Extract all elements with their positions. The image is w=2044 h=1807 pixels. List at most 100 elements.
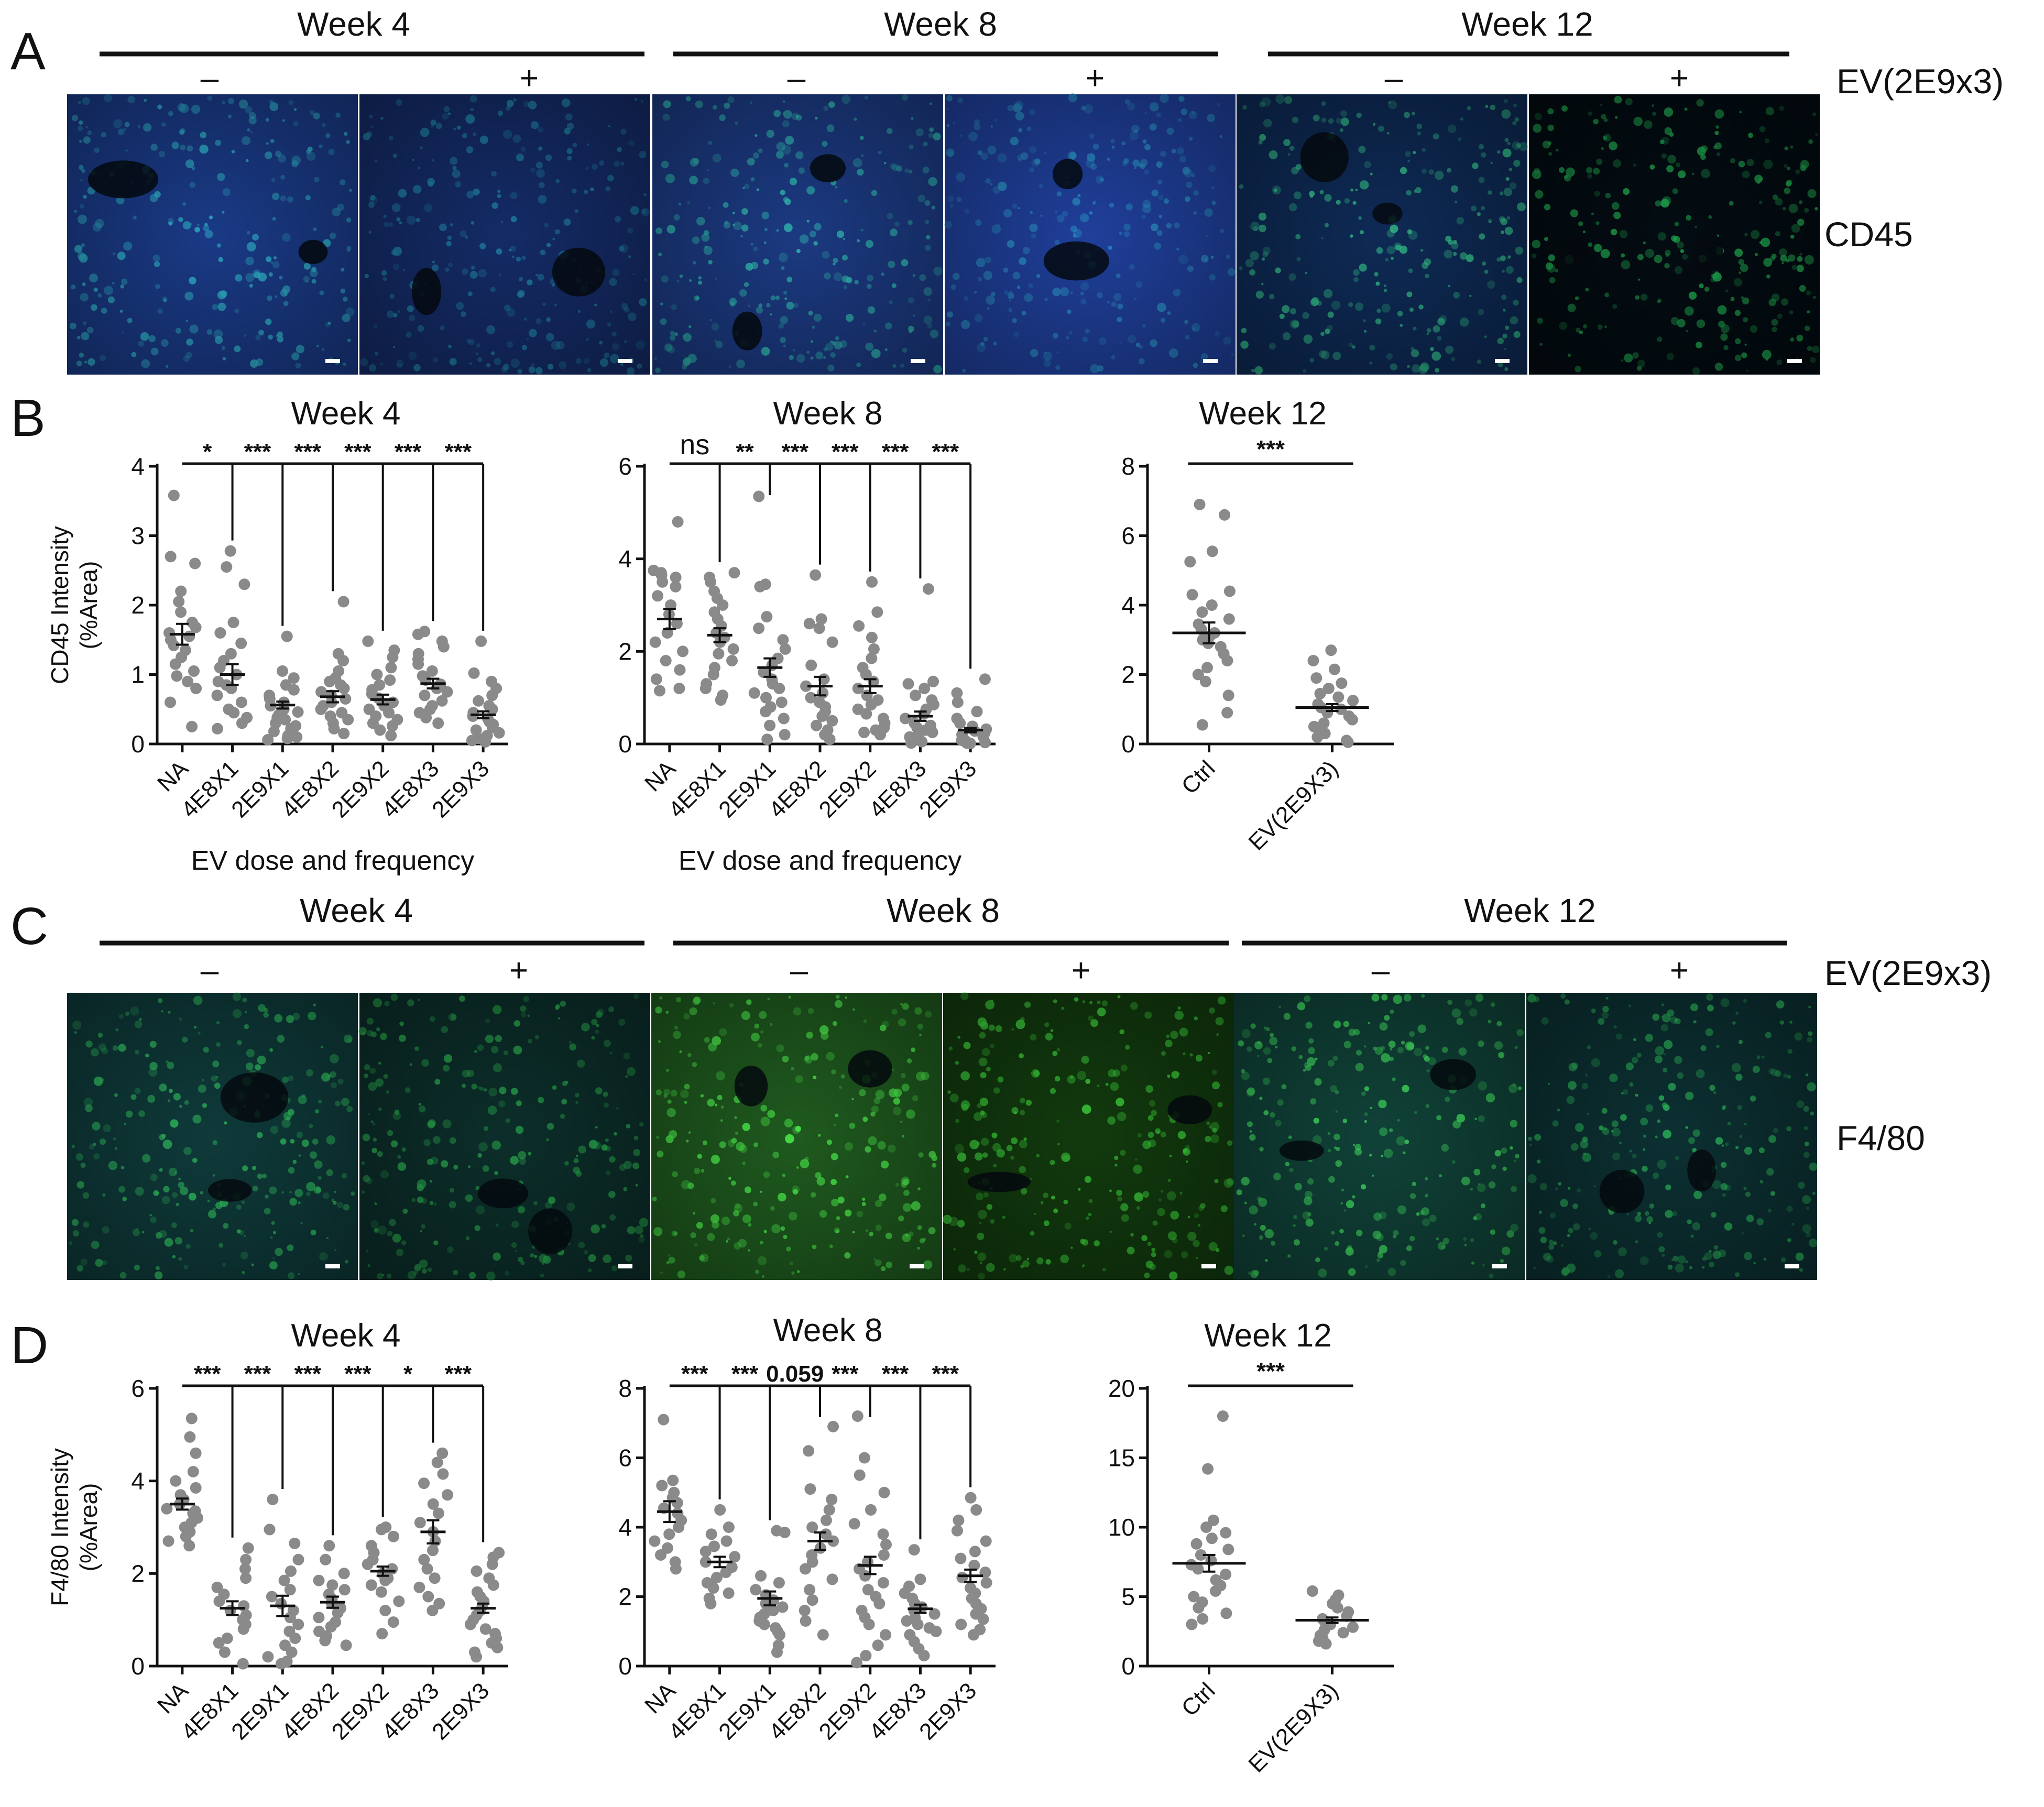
data-point — [319, 1635, 331, 1647]
significance-label: *** — [932, 439, 959, 465]
data-point — [866, 652, 878, 664]
y-axis-label: F4/80 Intensity — [46, 1448, 73, 1606]
data-point — [858, 1452, 870, 1464]
data-point — [211, 689, 223, 702]
x-tick-label: NA — [640, 1678, 681, 1718]
data-point — [969, 1546, 981, 1558]
sign-a-4: + — [1086, 60, 1105, 96]
data-point — [654, 685, 665, 697]
data-point — [1346, 714, 1358, 726]
data-point — [365, 1579, 377, 1591]
data-point — [182, 675, 194, 687]
data-point — [760, 1597, 772, 1609]
data-point — [242, 1542, 254, 1554]
data-point — [673, 1521, 685, 1533]
data-point — [427, 1605, 439, 1616]
data-point — [1219, 509, 1231, 521]
data-point — [803, 618, 815, 630]
significance-label: *** — [445, 1361, 472, 1387]
data-point — [385, 662, 397, 674]
data-point — [323, 1540, 335, 1552]
data-point — [758, 1618, 770, 1630]
data-point — [221, 1633, 233, 1644]
data-point — [1314, 687, 1326, 699]
scale-bar — [618, 1264, 632, 1268]
significance-label: 0.059 — [766, 1361, 824, 1387]
significance-label: *** — [294, 439, 321, 465]
data-point — [387, 1616, 399, 1628]
data-point — [670, 581, 682, 593]
data-point — [727, 643, 739, 655]
data-point — [267, 1494, 279, 1505]
data-point — [804, 1584, 816, 1596]
data-point — [853, 620, 865, 632]
chart-title: Week 8 — [773, 396, 882, 432]
data-point — [674, 664, 686, 676]
data-point — [170, 1475, 182, 1487]
data-point — [1310, 672, 1322, 684]
data-point — [426, 665, 438, 677]
data-point — [1221, 655, 1233, 666]
data-point — [951, 1525, 963, 1537]
data-point — [190, 621, 202, 633]
data-point — [705, 576, 717, 588]
data-point — [1220, 1607, 1232, 1619]
data-point — [927, 675, 939, 687]
micrograph-row-cd45 — [67, 93, 1820, 375]
data-point — [777, 1601, 789, 1613]
data-point — [313, 1612, 325, 1624]
sign-a-6: + — [1670, 60, 1689, 96]
data-point — [441, 686, 453, 698]
data-point — [240, 1572, 252, 1584]
data-point — [1222, 689, 1234, 702]
chart-d-week-8: Week 8 0 2 4 6 8 NA4E8X12E9X14E8X22E9X24E8X32E… — [618, 1312, 996, 1745]
data-point — [268, 726, 280, 738]
data-point — [964, 738, 976, 750]
scale-bar — [325, 359, 340, 363]
data-point — [779, 729, 791, 741]
data-point — [180, 1530, 192, 1542]
data-point — [464, 1618, 476, 1630]
data-point — [848, 1518, 860, 1530]
data-point — [438, 641, 450, 653]
data-point — [979, 673, 991, 685]
significance-label: *** — [344, 439, 371, 465]
data-point — [860, 669, 872, 681]
data-point — [699, 1546, 712, 1558]
data-point — [905, 737, 917, 749]
week-header-c-8: Week 8 — [887, 892, 1000, 929]
data-point — [968, 1559, 980, 1571]
x-tick-label: 2E9X2 — [327, 1678, 394, 1745]
micrograph-tile — [358, 993, 650, 1281]
data-point — [289, 1537, 301, 1549]
x-tick-label: 2E9X3 — [427, 1678, 494, 1745]
y-tick-label: 1 — [131, 661, 145, 688]
data-point — [826, 715, 838, 727]
y-axis-label: (%Area) — [75, 561, 102, 650]
x-tick-label: 4E8X2 — [764, 755, 831, 823]
data-point — [1196, 606, 1208, 618]
scale-bar — [1495, 359, 1510, 363]
y-tick-label: 5 — [1121, 1583, 1135, 1611]
chart-d-week-4: Week 4 0 2 4 6 NA4E8X12E9X14E8X22E9X24E8X32E9… — [46, 1318, 508, 1745]
data-point — [815, 613, 827, 625]
data-point — [286, 1646, 298, 1658]
data-point — [1331, 1602, 1343, 1614]
sign-c-4: + — [1072, 952, 1090, 989]
significance-label: *** — [1256, 1357, 1285, 1385]
data-point — [1197, 1613, 1209, 1625]
data-point — [699, 1556, 712, 1568]
data-point — [386, 720, 398, 732]
data-point — [773, 683, 785, 694]
data-point — [266, 1591, 278, 1603]
data-point — [774, 1629, 785, 1641]
data-point — [324, 675, 336, 687]
data-point — [952, 696, 964, 708]
data-point — [277, 665, 288, 677]
micrograph-tile — [67, 94, 358, 375]
stain-label-f480: F4/80 — [1837, 1119, 1925, 1157]
data-point — [320, 1553, 332, 1565]
panel-letter-d: D — [10, 1316, 48, 1375]
scale-bar — [1787, 359, 1802, 363]
data-point — [367, 717, 379, 729]
